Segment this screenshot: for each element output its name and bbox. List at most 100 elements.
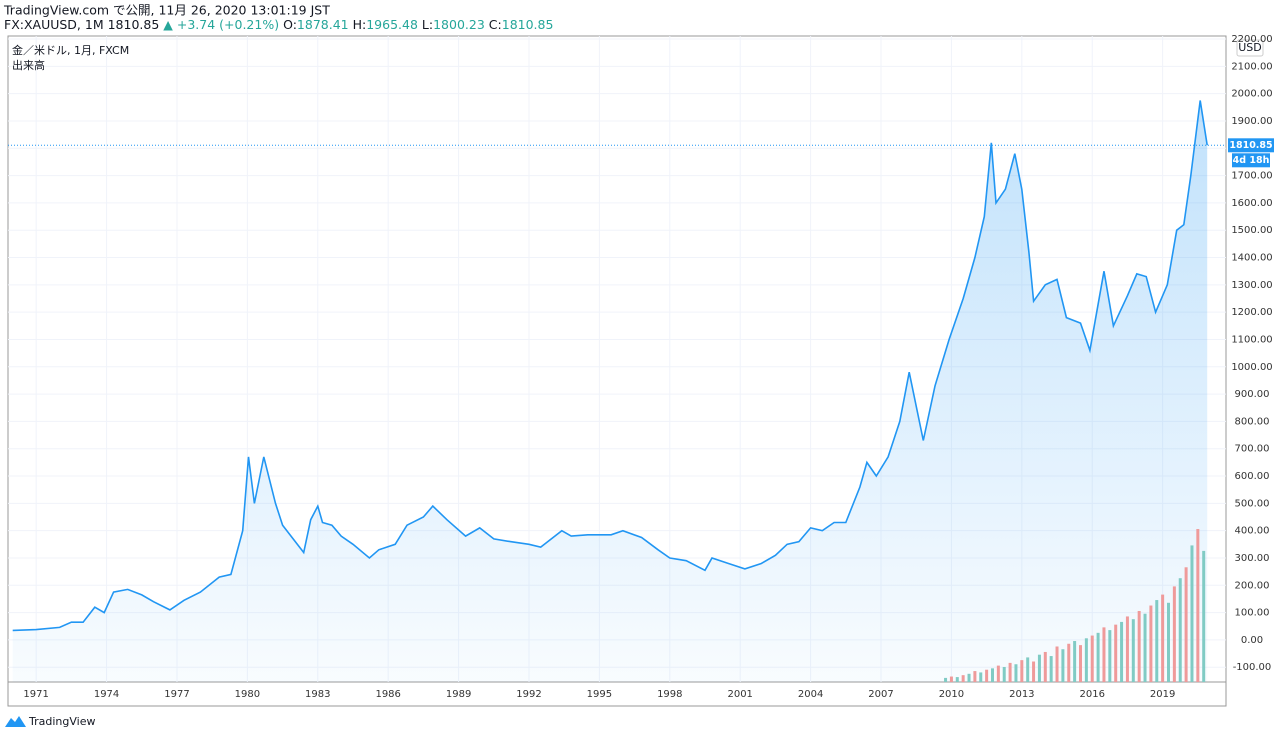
- volume-bar: [1084, 638, 1088, 682]
- last-price-box: [1228, 138, 1274, 153]
- y-tick-label: 2000.00: [1231, 89, 1272, 100]
- volume-bar: [1149, 605, 1153, 682]
- volume-bar: [1055, 646, 1059, 682]
- x-tick-label: 2004: [798, 689, 823, 700]
- y-tick-label: 1300.00: [1231, 280, 1272, 291]
- volume-bar: [1037, 654, 1041, 682]
- y-tick-label: 600.00: [1235, 471, 1270, 482]
- y-tick-label: 800.00: [1235, 416, 1270, 427]
- volume-bar: [961, 675, 965, 682]
- volume-bar: [1202, 550, 1206, 682]
- symbol-line: FX:XAUUSD, 1M 1810.85 ▲ +3.74 (+0.21%) O…: [4, 17, 553, 32]
- currency: USD: [1238, 41, 1262, 54]
- volume-bar: [1032, 661, 1036, 682]
- x-tick-label: 1983: [305, 689, 330, 700]
- volume-bar: [1190, 545, 1194, 682]
- y-tick-label: 1200.00: [1231, 307, 1272, 318]
- price-line: [12, 100, 1208, 632]
- volume-bar: [1196, 529, 1200, 682]
- volume-bar: [1043, 651, 1047, 682]
- ohlc-value: 1800.23: [433, 17, 485, 32]
- y-tick-label: 1500.00: [1231, 225, 1272, 236]
- last-price-label: 1810.85: [1229, 140, 1272, 151]
- x-tick-label: 2001: [727, 689, 752, 700]
- volume-bar: [1002, 666, 1006, 682]
- volume-bar: [1108, 630, 1112, 682]
- ohlc-key: O:: [283, 17, 297, 32]
- x-tick-label: 2010: [939, 689, 964, 700]
- x-tick-label: 1980: [235, 689, 260, 700]
- y-tick-label: 700.00: [1235, 444, 1270, 455]
- volume-bar: [1120, 621, 1124, 682]
- x-tick-label: 1977: [164, 689, 189, 700]
- y-tick-label: 1700.00: [1231, 171, 1272, 182]
- volume-bar: [1155, 600, 1159, 682]
- volume-bar: [1161, 594, 1165, 682]
- brand-logo: [5, 716, 26, 727]
- x-tick-label: 1971: [23, 689, 48, 700]
- volume-bar: [1061, 649, 1065, 682]
- y-tick-label: 100.00: [1235, 608, 1270, 619]
- y-tick-label: 300.00: [1235, 553, 1270, 564]
- area: [12, 100, 1208, 682]
- volume-bar: [1131, 619, 1135, 682]
- published: TradingView.com で公開, 11月 26, 2020 13:01:…: [3, 3, 330, 18]
- volume-bar: [1073, 641, 1077, 682]
- x-tick-label: 2016: [1080, 689, 1105, 700]
- y-tick-label: 1400.00: [1231, 253, 1272, 264]
- y-tick-label: 400.00: [1235, 526, 1270, 537]
- y-tick-label: 0.00: [1241, 635, 1263, 646]
- volume-bar: [1049, 656, 1053, 682]
- y-tick-label: 1600.00: [1231, 198, 1272, 209]
- y-tick-label: 1000.00: [1231, 362, 1272, 373]
- brand: TradingView: [28, 715, 95, 728]
- y-tick-label: 2200.00: [1231, 34, 1272, 45]
- volume-bar: [944, 677, 948, 682]
- volume-bar: [1078, 645, 1082, 682]
- volume-bar: [955, 677, 959, 682]
- x-tick-label: 1995: [587, 689, 612, 700]
- volume-bar: [1172, 586, 1176, 682]
- volume-bar: [1067, 643, 1071, 682]
- x-tick-label: 1974: [94, 689, 119, 700]
- ohlc-value: 1878.41: [297, 17, 349, 32]
- volume-bar: [1125, 616, 1129, 682]
- countdown: 4d 18h: [1233, 155, 1270, 166]
- x-tick-label: 1986: [375, 689, 400, 700]
- countdown-box: [1232, 153, 1270, 168]
- volume-bar: [979, 672, 983, 682]
- ohlc-value: 1810.85: [502, 17, 554, 32]
- y-tick-label: -100.00: [1233, 662, 1272, 673]
- volume-bar: [1020, 660, 1024, 682]
- ohlc-value: 1965.48: [366, 17, 418, 32]
- legend-entry: 出来高: [12, 58, 45, 72]
- volume-bar: [1096, 632, 1100, 682]
- volume-bar: [1014, 664, 1018, 682]
- volume-bar: [1167, 602, 1171, 682]
- volume-bar: [1102, 627, 1106, 682]
- y-tick-label: 200.00: [1235, 580, 1270, 591]
- volume-bar: [1178, 578, 1182, 682]
- volume-bar: [1114, 624, 1118, 682]
- volume-bar: [1008, 662, 1012, 682]
- x-tick-label: 1992: [516, 689, 541, 700]
- volume-bar: [990, 668, 994, 682]
- volume-bar: [1184, 567, 1188, 682]
- volume-bar: [949, 676, 953, 682]
- y-tick-label: 1900.00: [1231, 116, 1272, 127]
- ohlc-key: L:: [422, 17, 433, 32]
- volume-bar: [973, 671, 977, 682]
- y-tick-label: 500.00: [1235, 498, 1270, 509]
- volume-bar: [1026, 657, 1030, 682]
- currency-box: [1236, 39, 1264, 57]
- x-tick-label: 2019: [1150, 689, 1175, 700]
- x-tick-label: 2007: [868, 689, 893, 700]
- y-tick-label: 2100.00: [1231, 61, 1272, 72]
- ohlc-key: C:: [489, 17, 502, 32]
- ohlc-key: H:: [353, 17, 367, 32]
- symbol: FX:XAUUSD, 1M 1810.85: [4, 17, 159, 32]
- volume-bar: [996, 665, 1000, 682]
- x-tick-label: 1998: [657, 689, 682, 700]
- volume-bar: [1137, 610, 1141, 682]
